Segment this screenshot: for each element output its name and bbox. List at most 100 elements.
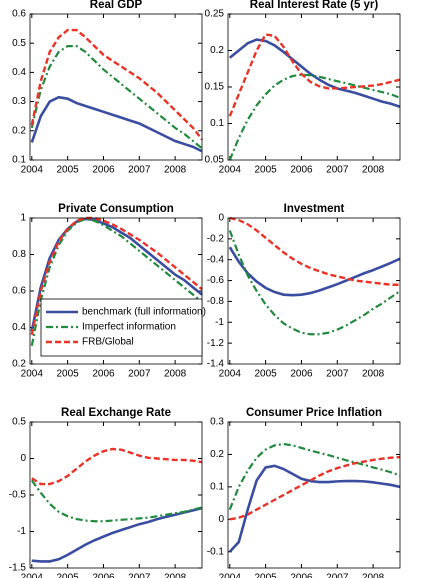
- y-tick-label: 0.5: [12, 38, 26, 49]
- x-tick-label: 2007: [128, 369, 151, 380]
- x-tick-label: 2004: [219, 165, 242, 176]
- series-line: [31, 447, 203, 486]
- y-tick-label: -1.4: [207, 359, 225, 370]
- plot-area: [30, 14, 202, 160]
- y-tick-label: -0.2: [207, 233, 225, 244]
- series-line: [228, 230, 401, 336]
- y-tick-label: 0.25: [205, 9, 225, 20]
- y-tick-label: -1.2: [207, 338, 225, 349]
- x-tick-label: 2007: [128, 165, 151, 176]
- x-tick-label: 2006: [92, 369, 115, 380]
- x-tick-label: 2005: [57, 573, 80, 578]
- x-tick-label: 2007: [128, 573, 151, 578]
- x-tick-label: 2004: [21, 573, 44, 578]
- x-tick-label: 2006: [92, 165, 115, 176]
- legend-label: benchmark (full information): [82, 307, 206, 318]
- y-tick-label: 0.4: [12, 67, 26, 78]
- y-tick-label: 0.4: [12, 322, 26, 333]
- plot-area: [30, 422, 202, 568]
- y-tick-label: 0.1: [210, 482, 224, 493]
- series-line: [30, 216, 203, 336]
- y-tick-label: -0.6: [207, 275, 225, 286]
- x-tick-label: 2005: [57, 369, 80, 380]
- x-tick-label: 2004: [21, 369, 44, 380]
- chart-title: Consumer Price Inflation: [246, 407, 382, 419]
- y-tick-label: -0.8: [207, 296, 225, 307]
- y-tick-label: 0: [218, 514, 224, 525]
- chart-title: Real GDP: [90, 0, 143, 11]
- chart-title: Private Consumption: [58, 203, 174, 215]
- y-tick-label: 0.2: [210, 449, 224, 460]
- series-line: [30, 95, 203, 153]
- series-line: [31, 506, 203, 563]
- series-line: [228, 464, 401, 553]
- y-tick-label: -0.1: [207, 546, 225, 557]
- plot-frame: [227, 13, 401, 161]
- y-tick-label: 0.2: [12, 359, 26, 370]
- x-tick-label: 2004: [219, 573, 242, 578]
- x-tick-label: 2005: [255, 165, 278, 176]
- chart-title: Investment: [284, 203, 345, 215]
- y-tick-label: -0.5: [9, 490, 27, 501]
- x-tick-label: 2007: [326, 573, 349, 578]
- plot-area: [228, 14, 400, 160]
- y-tick-label: -1: [17, 526, 26, 537]
- y-tick-label: 0.6: [12, 9, 26, 20]
- x-tick-label: 2007: [326, 165, 349, 176]
- series-line: [30, 45, 203, 150]
- x-tick-label: 2007: [326, 369, 349, 380]
- x-tick-label: 2004: [219, 369, 242, 380]
- legend-label: FRB/Global: [82, 337, 134, 348]
- series-line: [30, 217, 203, 346]
- x-tick-label: 2008: [362, 369, 385, 380]
- series-line: [228, 442, 401, 511]
- plot-area: [228, 422, 400, 568]
- series-line: [228, 73, 401, 161]
- y-tick-label: 0: [218, 213, 224, 224]
- x-tick-label: 2008: [362, 165, 385, 176]
- y-tick-label: 0.1: [12, 155, 26, 166]
- series-line: [228, 33, 401, 117]
- x-tick-label: 2005: [255, 573, 278, 578]
- plot-frame: [227, 217, 401, 365]
- x-tick-label: 2006: [92, 573, 115, 578]
- legend: benchmark (full information) Imperfect in…: [40, 298, 206, 357]
- y-tick-label: 0.05: [205, 155, 225, 166]
- plot-frame: [29, 13, 203, 161]
- x-tick-label: 2008: [164, 369, 187, 380]
- plot-frame: [29, 217, 203, 365]
- y-tick-label: 0.3: [210, 417, 224, 428]
- series-line: [229, 216, 400, 286]
- y-tick-label: 0.8: [12, 249, 26, 260]
- series-line: [229, 455, 401, 521]
- y-tick-label: 0: [20, 453, 26, 464]
- y-tick-label: 0.1: [210, 118, 224, 129]
- x-tick-label: 2006: [290, 165, 313, 176]
- x-tick-label: 2004: [21, 165, 44, 176]
- y-tick-label: -1: [215, 317, 224, 328]
- plot-frame: [227, 421, 401, 569]
- y-tick-label: 0.15: [205, 82, 225, 93]
- y-tick-label: 0.2: [210, 45, 224, 56]
- chart-title: Real Interest Rate (5 yr): [250, 0, 379, 11]
- x-tick-label: 2006: [290, 573, 313, 578]
- x-tick-label: 2005: [57, 165, 80, 176]
- y-tick-label: 0.2: [12, 125, 26, 136]
- series-line: [228, 246, 401, 297]
- y-tick-label: 1: [20, 213, 26, 224]
- x-tick-label: 2008: [164, 573, 187, 578]
- series-line: [30, 28, 203, 141]
- x-tick-label: 2008: [362, 573, 385, 578]
- y-tick-label: 0.6: [12, 286, 26, 297]
- legend-label: Imperfect information: [82, 322, 176, 333]
- y-tick-label: -0.4: [207, 254, 225, 265]
- x-tick-label: 2006: [290, 369, 313, 380]
- chart-title: Real Exchange Rate: [61, 407, 171, 419]
- y-tick-label: -1.5: [9, 563, 27, 574]
- y-tick-label: 0.5: [12, 417, 26, 428]
- plot-frame: [29, 421, 203, 569]
- y-tick-label: 0.3: [12, 96, 26, 107]
- x-tick-label: 2005: [255, 369, 278, 380]
- x-tick-label: 2008: [164, 165, 187, 176]
